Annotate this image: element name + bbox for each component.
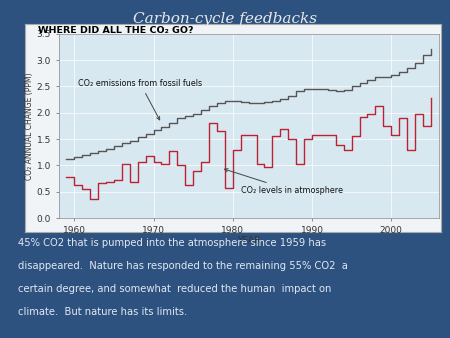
Text: climate.  But nature has its limits.: climate. But nature has its limits. xyxy=(18,307,187,317)
Text: CO₂ emissions from fossil fuels: CO₂ emissions from fossil fuels xyxy=(78,79,202,120)
Text: disappeared.  Nature has responded to the remaining 55% CO2  a: disappeared. Nature has responded to the… xyxy=(18,261,348,271)
Text: 45% CO2 that is pumped into the atmosphere since 1959 has: 45% CO2 that is pumped into the atmosphe… xyxy=(18,238,326,248)
Text: Carbon-cycle feedbacks: Carbon-cycle feedbacks xyxy=(133,12,317,26)
Text: certain degree, and somewhat  reduced the human  impact on: certain degree, and somewhat reduced the… xyxy=(18,284,331,294)
X-axis label: YEAR: YEAR xyxy=(237,236,260,245)
Text: CO₂ levels in atmosphere: CO₂ levels in atmosphere xyxy=(225,169,343,195)
Y-axis label: CO₂ ANNUAL CHANGE (PPM): CO₂ ANNUAL CHANGE (PPM) xyxy=(25,72,34,180)
Text: WHERE DID ALL THE CO₂ GO?: WHERE DID ALL THE CO₂ GO? xyxy=(38,26,194,35)
